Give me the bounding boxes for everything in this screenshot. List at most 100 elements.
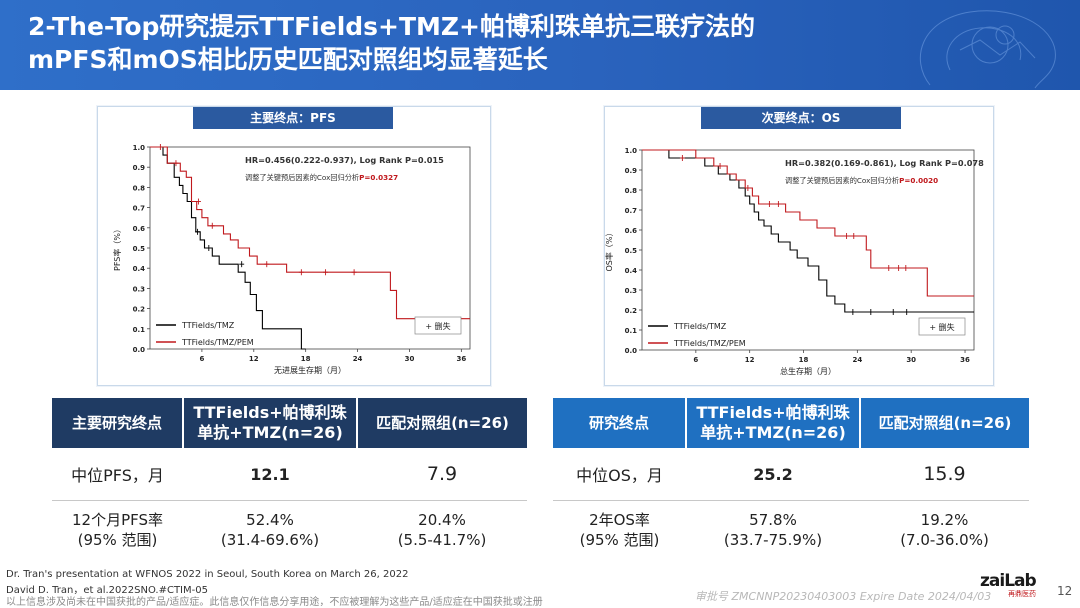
os-rate-treatment: 57.8% (33.7-75.9%) <box>686 501 860 560</box>
y-tick-label: 0.2 <box>133 306 146 314</box>
pfs-rate-treatment: 52.4% (31.4-69.6%) <box>183 501 357 560</box>
censor-legend-label: + 删失 <box>929 322 954 332</box>
table-header-treatment: TTFields+帕博利珠 单抗+TMZ(n=26) <box>686 398 861 448</box>
os-km-chart: 0.0 0.1 0.2 0.3 0.4 0.5 0.6 0.7 0.8 0.9 1.0 6 12 18 24… <box>605 147 984 376</box>
cox-annotation-text: 调整了关键预后因素的Cox回归分析 <box>245 173 359 182</box>
x-axis-label: 无进展生存期（月） <box>274 365 346 375</box>
y-tick-label: 0.3 <box>625 287 638 295</box>
x-tick-label: 18 <box>799 356 809 364</box>
table-header-control: 匹配对照组(n=26) <box>860 398 1029 448</box>
header-banner: 2-The-Top研究提示TTFields+TMZ+帕博利珠单抗三联疗法的 mP… <box>0 0 1080 90</box>
table-row: 12个月PFS率 (95% 范围) 52.4% (31.4-69.6%) 20.4%… <box>52 501 527 560</box>
y-tick-label: 0.9 <box>625 167 638 175</box>
pfs-chart-panel: 主要终点：PFS 0.0 0.1 0.2 0.3 0.4 0.5 0.6 0.7 0.8 0.9 1… <box>97 106 491 386</box>
x-tick-label: 12 <box>745 356 755 364</box>
legend-entry-2: TTFields/TMZ/PEM <box>181 338 254 347</box>
table-header-endpoint: 主要研究终点 <box>52 398 184 448</box>
y-tick-label: 0.4 <box>133 265 146 273</box>
y-tick-label: 0.5 <box>133 245 146 253</box>
cox-annotation-pvalue: P=0.0020 <box>899 176 938 185</box>
os-rate-treatment-ci: (33.7-75.9%) <box>723 531 823 549</box>
pfs-results-table: 主要研究终点 TTFields+帕博利珠 单抗+TMZ(n=26) 匹配对照组(… <box>52 398 527 559</box>
y-tick-label: 1.0 <box>133 144 146 152</box>
pfs-panel-title: 主要终点：PFS <box>193 107 393 129</box>
pfs-rate-treatment-ci: (31.4-69.6%) <box>220 531 320 549</box>
os-rate-control-value: 19.2% <box>920 511 969 529</box>
os-rate-control: 19.2% (7.0-36.0%) <box>860 501 1029 560</box>
legend-entry-1: TTFields/TMZ <box>181 321 235 330</box>
y-tick-label: 0.8 <box>133 184 146 192</box>
median-os-label: 中位OS，月 <box>553 448 686 501</box>
page-number: 12 <box>1057 584 1073 598</box>
y-tick-label: 0.1 <box>625 327 638 335</box>
median-os-treatment: 25.2 <box>686 448 860 501</box>
series-line-1 <box>150 146 306 350</box>
title-line-1: 2-The-Top研究提示TTFields+TMZ+帕博利珠单抗三联疗法的 <box>28 12 755 41</box>
table-row: 中位OS，月 25.2 15.9 <box>553 448 1029 501</box>
median-os-control: 15.9 <box>860 448 1029 501</box>
y-tick-label: 0.1 <box>133 326 146 334</box>
hr-annotation: HR=0.382(0.169-0.861), Log Rank P=0.078 <box>785 158 984 168</box>
series-line-1 <box>642 149 974 313</box>
pfs-rate-treatment-value: 52.4% <box>246 511 294 529</box>
x-tick-label: 6 <box>199 355 204 363</box>
pfs-rate-label-line1: 12个月PFS率 <box>71 511 164 529</box>
x-tick-label: 18 <box>301 355 311 363</box>
y-tick-label: 0.4 <box>625 267 638 275</box>
legend-entry-2: TTFields/TMZ/PEM <box>673 339 746 348</box>
y-tick-label: 0.6 <box>625 227 638 235</box>
pfs-rate-label-line2: (95% 范围) <box>77 531 158 549</box>
y-axis-label: PFS率（%） <box>112 225 122 271</box>
brain-head-graphic <box>919 10 1056 89</box>
cox-annotation-text: 调整了关键预后因素的Cox回归分析 <box>785 176 899 185</box>
y-tick-label: 0.7 <box>133 205 146 213</box>
cox-annotation-pvalue: P=0.0327 <box>359 173 398 182</box>
x-tick-label: 12 <box>249 355 259 363</box>
page-title: 2-The-Top研究提示TTFields+TMZ+帕博利珠单抗三联疗法的 mP… <box>28 10 755 76</box>
os-results-table: 研究终点 TTFields+帕博利珠 单抗+TMZ(n=26) 匹配对照组(n=… <box>553 398 1029 559</box>
y-tick-label: 0.8 <box>625 187 638 195</box>
reference-1: Dr. Tran's presentation at WFNOS 2022 in… <box>6 569 409 580</box>
cox-annotation: 调整了关键预后因素的Cox回归分析P=0.0020 <box>785 176 938 185</box>
pfs-rate-control-value: 20.4% <box>418 511 466 529</box>
os-rate-label-line2: (95% 范围) <box>579 531 660 549</box>
legend-entry-1: TTFields/TMZ <box>673 322 727 331</box>
median-pfs-treatment: 12.1 <box>183 448 357 501</box>
x-tick-label: 36 <box>960 356 970 364</box>
x-tick-label: 30 <box>405 355 415 363</box>
table-header-endpoint: 研究终点 <box>553 398 687 448</box>
table-row: 中位PFS，月 12.1 7.9 <box>52 448 527 501</box>
disclaimer: 以上信息涉及尚未在中国获批的产品/适应症。此信息仅作信息分享用途，不应被理解为这… <box>6 597 543 608</box>
y-tick-label: 0.6 <box>133 225 146 233</box>
pfs-rate-control: 20.4% (5.5-41.7%) <box>357 501 527 560</box>
table-header-row: 主要研究终点 TTFields+帕博利珠 单抗+TMZ(n=26) 匹配对照组(… <box>52 398 527 448</box>
x-tick-label: 30 <box>906 356 916 364</box>
os-rate-label-line1: 2年OS率 <box>589 511 650 529</box>
x-axis-label: 总生存期（月） <box>780 366 836 376</box>
pfs-rate-control-ci: (5.5-41.7%) <box>397 531 487 549</box>
censor-legend-label: + 删失 <box>425 321 450 331</box>
title-line-2: mPFS和mOS相比历史匹配对照组均显著延长 <box>28 45 548 74</box>
pfs-rate-label: 12个月PFS率 (95% 范围) <box>52 501 183 560</box>
logo-text: zaiLab <box>980 571 1037 591</box>
y-tick-label: 0.0 <box>625 347 638 355</box>
median-pfs-control: 7.9 <box>357 448 527 501</box>
y-tick-label: 0.5 <box>625 247 638 255</box>
os-rate-treatment-value: 57.8% <box>749 511 797 529</box>
os-chart-panel: 次要终点：OS 0.0 0.1 0.2 0.3 0.4 0.5 0.6 0.7 0.8 0.9 1.… <box>604 106 994 386</box>
y-tick-label: 0.0 <box>133 346 146 354</box>
table-header-row: 研究终点 TTFields+帕博利珠 单抗+TMZ(n=26) 匹配对照组(n=… <box>553 398 1029 448</box>
x-tick-label: 36 <box>456 355 466 363</box>
reference-2: David D. Tran，et al.2022SNO.#CTIM-05 <box>6 585 208 596</box>
y-tick-label: 1.0 <box>625 147 638 155</box>
y-tick-label: 0.2 <box>625 307 638 315</box>
x-tick-label: 24 <box>852 356 862 364</box>
cox-annotation: 调整了关键预后因素的Cox回归分析P=0.0327 <box>245 173 398 182</box>
os-rate-control-ci: (7.0-36.0%) <box>900 531 989 549</box>
series-line-2 <box>642 149 974 297</box>
table-row: 2年OS率 (95% 范围) 57.8% (33.7-75.9%) 19.2% (7.… <box>553 501 1029 560</box>
zailab-logo: zaiLab 再鼎医药 <box>980 572 1050 602</box>
x-tick-label: 24 <box>353 355 363 363</box>
x-tick-label: 6 <box>693 356 698 364</box>
table-header-control: 匹配对照组(n=26) <box>357 398 527 448</box>
